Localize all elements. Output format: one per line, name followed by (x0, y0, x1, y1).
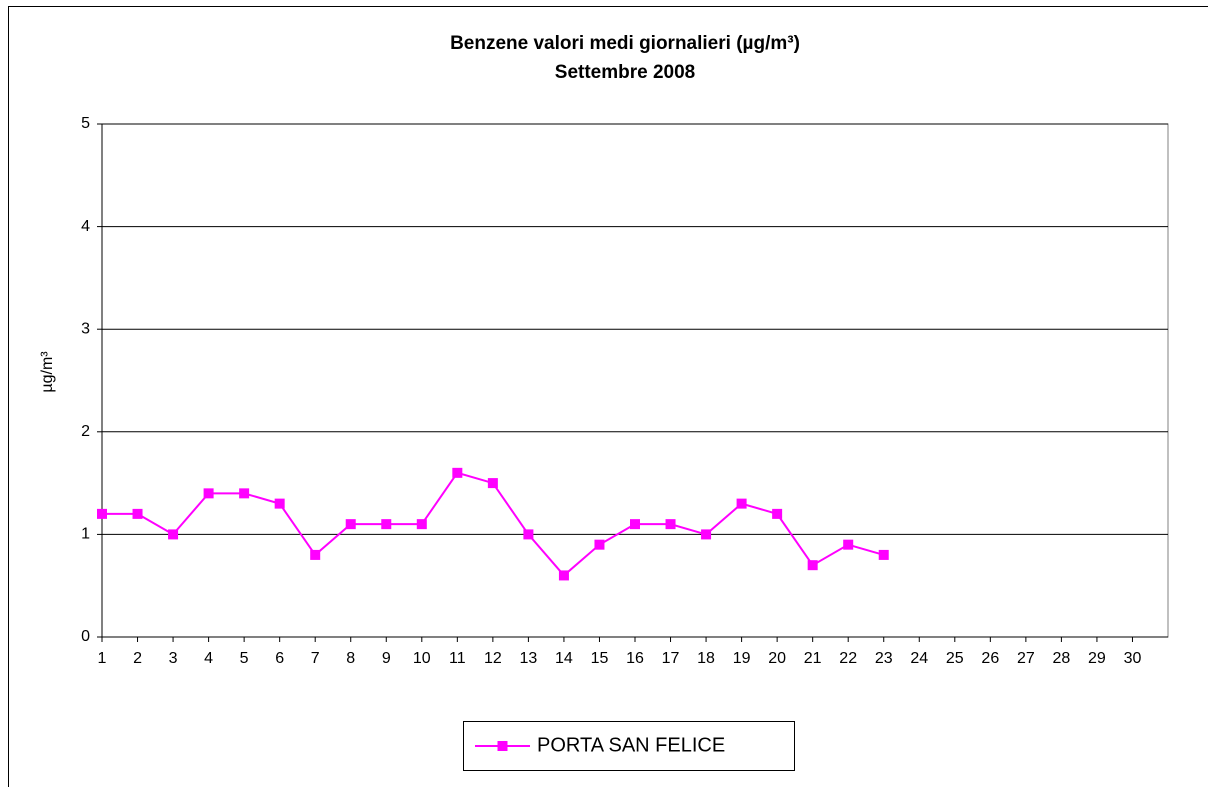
marker (701, 529, 712, 540)
marker (630, 519, 640, 530)
x-tick-label: 24 (910, 650, 928, 667)
legend-marker (497, 741, 508, 751)
x-tick-label: 21 (804, 650, 822, 667)
y-tick-label: 0 (81, 628, 90, 645)
chart-subtitle: Settembre 2008 (555, 62, 695, 83)
marker (132, 508, 143, 519)
x-tick-label: 20 (768, 650, 786, 667)
y-tick-label: 1 (81, 526, 90, 543)
x-tick-label: 1 (98, 650, 107, 667)
x-tick-label: 18 (697, 650, 715, 667)
y-tick-label: 5 (81, 115, 90, 132)
marker (168, 529, 179, 540)
marker (345, 519, 356, 530)
x-tick-label: 30 (1124, 650, 1142, 667)
x-tick-label: 28 (1053, 650, 1071, 667)
y-tick-label: 2 (81, 423, 90, 440)
x-tick-label: 6 (275, 650, 284, 667)
marker (523, 529, 534, 540)
x-tick-label: 16 (626, 650, 644, 667)
marker (97, 508, 107, 519)
marker (772, 508, 783, 519)
x-tick-label: 12 (484, 650, 502, 667)
marker (452, 467, 463, 478)
x-tick-label: 26 (981, 650, 999, 667)
y-axis-label: µg/m³ (39, 351, 56, 393)
marker (843, 539, 854, 550)
x-tick-label: 8 (346, 650, 355, 667)
legend-label: PORTA SAN FELICE (537, 734, 725, 756)
plot-area (101, 123, 1169, 638)
marker (274, 498, 285, 509)
x-tick-label: 14 (555, 650, 573, 667)
marker (310, 549, 321, 560)
x-tick-label: 29 (1088, 650, 1106, 667)
x-tick-label: 17 (662, 650, 680, 667)
chart-title: Benzene valori medi giornalieri (µg/m³) (450, 33, 800, 54)
y-tick-label: 4 (81, 218, 90, 235)
marker (558, 570, 569, 581)
x-tick-label: 11 (449, 650, 466, 667)
x-tick-label: 3 (169, 650, 178, 667)
x-tick-label: 7 (311, 650, 320, 667)
marker (807, 560, 818, 571)
marker (665, 519, 676, 530)
marker (878, 549, 889, 560)
x-tick-label: 15 (591, 650, 609, 667)
marker (203, 488, 214, 499)
marker (736, 498, 747, 509)
x-tick-label: 19 (733, 650, 751, 667)
x-tick-label: 25 (946, 650, 964, 667)
x-tick-label: 13 (520, 650, 538, 667)
marker (487, 478, 498, 489)
x-tick-label: 27 (1017, 650, 1035, 667)
marker (416, 519, 427, 530)
marker (381, 519, 392, 530)
x-tick-label: 22 (839, 650, 857, 667)
x-tick-label: 9 (382, 650, 391, 667)
x-tick-label: 2 (133, 650, 142, 667)
x-tick-label: 5 (240, 650, 249, 667)
x-tick-label: 10 (413, 650, 431, 667)
marker (594, 539, 605, 550)
y-tick-label: 3 (81, 320, 90, 337)
marker (239, 488, 250, 499)
x-tick-label: 4 (204, 650, 213, 667)
x-tick-label: 23 (875, 650, 893, 667)
